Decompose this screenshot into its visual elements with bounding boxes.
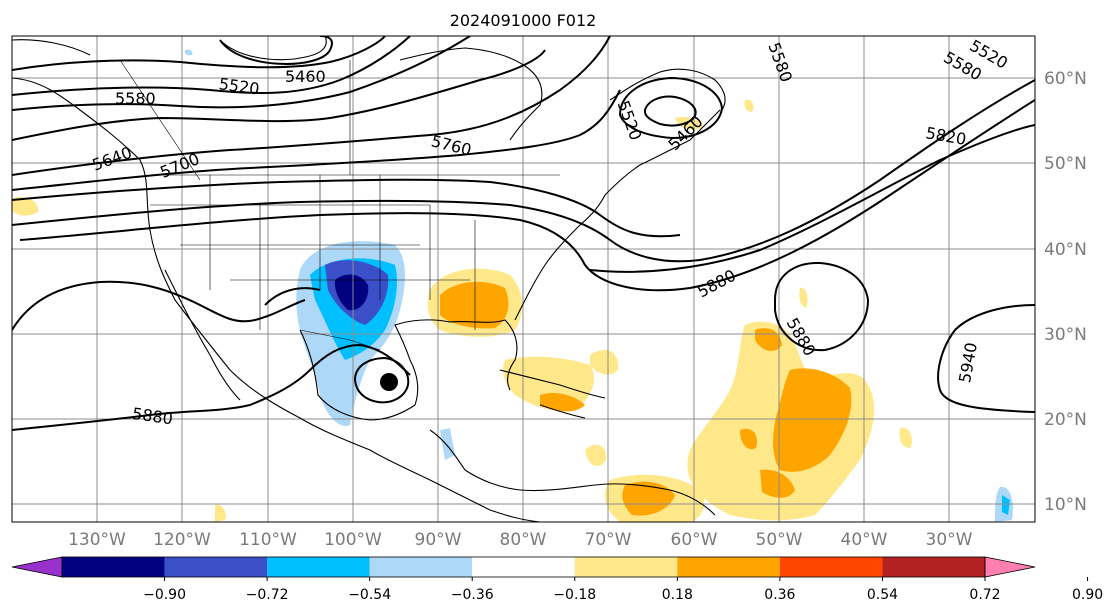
lon-label: 90°W	[415, 530, 462, 550]
colorbar-tick-label: 0.72	[969, 587, 1000, 603]
colorbar-segment	[267, 557, 370, 577]
colorbar-segment	[677, 557, 780, 577]
lon-label: 30°W	[926, 530, 973, 550]
map-frame	[11, 35, 1036, 523]
lon-label: 50°W	[756, 530, 803, 550]
contour-label: 5580	[115, 89, 156, 108]
longitude-labels: 130°W 120°W 110°W 100°W 90°W 80°W 70°W 6…	[68, 530, 973, 550]
lon-label: 70°W	[585, 530, 632, 550]
lat-label: 30°N	[1044, 325, 1087, 345]
lat-label: 50°N	[1044, 154, 1087, 174]
latitude-labels: 60°N 50°N 40°N 30°N 20°N 10°N	[1044, 69, 1087, 515]
lon-label: 100°W	[324, 530, 382, 550]
lat-label: 60°N	[1044, 69, 1087, 89]
colorbar-segment	[369, 557, 473, 577]
map-title: 2024091000 F012	[450, 11, 597, 30]
colorbar-tick-label: 0.18	[662, 587, 693, 603]
colorbar-tick-label: 0.36	[764, 587, 795, 603]
lon-label: 80°W	[500, 530, 547, 550]
colorbar-segment	[779, 557, 883, 577]
coastlines	[12, 36, 726, 522]
colorbar-tick-label: 0.54	[867, 587, 898, 603]
height-contours	[12, 36, 1035, 431]
colorbar-extend-low	[11, 556, 63, 578]
colorbar-tick-label: 0.90	[1072, 587, 1103, 603]
colorbar-tick-label: −0.72	[246, 587, 289, 603]
colorbar-tick-label: −0.90	[143, 587, 186, 603]
colorbar-tick-label: −0.54	[348, 587, 391, 603]
lon-label: 130°W	[68, 530, 126, 550]
contour-label: 5460	[285, 67, 326, 86]
colorbar-segment	[62, 557, 165, 577]
colorbar-segment	[472, 557, 575, 577]
lon-label: 120°W	[153, 530, 211, 550]
colorbar-tick-label: −0.36	[451, 587, 494, 603]
colorbar-segment	[574, 557, 678, 577]
colorbar-frame	[61, 556, 986, 578]
lon-label: 40°W	[841, 530, 888, 550]
map-area: 5460 5520 5580 5640 5700 5760 5820 5880 …	[12, 36, 1035, 522]
colorbar: −0.90 −0.72 −0.54 −0.36 −0.18 0.18 0.36 0.54 0.7…	[11, 556, 1103, 603]
lat-label: 40°N	[1044, 240, 1087, 260]
lat-label: 20°N	[1044, 410, 1087, 430]
colorbar-segment	[882, 557, 985, 577]
lon-label: 110°W	[239, 530, 297, 550]
lat-label: 10°N	[1044, 495, 1087, 515]
storm-center-marker	[380, 373, 398, 391]
colorbar-extend-high	[984, 556, 1036, 578]
colorbar-tick-label: −0.18	[553, 587, 596, 603]
colorbar-segment	[164, 557, 268, 577]
lon-label: 60°W	[671, 530, 718, 550]
